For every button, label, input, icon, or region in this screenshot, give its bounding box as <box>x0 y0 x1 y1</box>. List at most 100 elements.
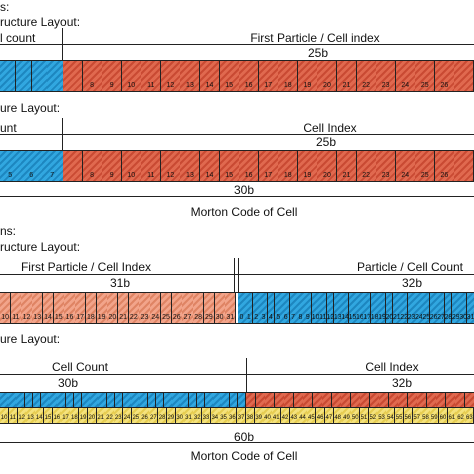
bit-cell <box>265 393 275 408</box>
bit-cell: 15 <box>219 151 240 181</box>
section4-upper-bit-row <box>0 392 474 408</box>
section3-left-label: First Particle / Cell Index <box>20 260 152 274</box>
bit-cell <box>360 393 370 408</box>
section4-total-bits: 60b <box>233 430 255 444</box>
bit-cell: 10 <box>0 408 10 423</box>
bit-index-label: 17 <box>363 314 372 321</box>
bit-cell: 26 <box>171 293 183 323</box>
bit-cell: 9 <box>102 151 123 181</box>
bit-cell: 16 <box>64 293 76 323</box>
bit-index-label: 24 <box>151 314 160 321</box>
bit-cell: 14 <box>35 408 45 423</box>
bit-index-label: 27 <box>150 415 157 421</box>
bit-index-label: 10 <box>1 314 9 321</box>
bit-index-label: 25 <box>132 415 140 421</box>
bit-index-label: 31 <box>226 314 235 321</box>
bit-index-label: 16 <box>244 82 253 89</box>
bit-index-label: 18 <box>283 82 292 89</box>
bit-index-label: 15 <box>54 314 63 321</box>
bit-index-label: 10 <box>311 314 320 321</box>
bit-cell <box>350 393 361 408</box>
bit-index-label: 25 <box>162 314 170 321</box>
bit-index-label: 21 <box>342 82 351 89</box>
bit-cell: 60 <box>438 408 449 423</box>
section3-divider-b <box>238 258 239 292</box>
bit-cell: 39 <box>254 408 264 423</box>
bit-index-label: 52 <box>369 415 377 421</box>
bit-cell: 56 <box>403 408 414 423</box>
bit-cell: 21 <box>118 293 130 323</box>
section1-right-label: First Particle / Cell index <box>250 31 380 45</box>
section2-total-line <box>0 196 474 197</box>
section4-right-label: Cell Index <box>365 360 419 374</box>
bit-cell <box>255 393 266 408</box>
bit-cell: 14 <box>200 151 221 181</box>
bit-cell: 15 <box>43 408 54 423</box>
bit-cell <box>369 393 380 408</box>
bit-cell <box>47 61 64 91</box>
bit-cell: 38 <box>245 408 256 423</box>
bit-cell: 37 <box>237 408 247 423</box>
bit-index-label: 30 <box>459 314 468 321</box>
bit-index-label: 26 <box>440 82 449 89</box>
bit-index-label: 14 <box>205 172 214 179</box>
bit-index-label: 56 <box>404 415 412 421</box>
section1-label-line <box>0 44 474 45</box>
section1-left-label: l count <box>0 31 36 45</box>
bit-cell: 22 <box>356 151 377 181</box>
bit-cell: 63 <box>465 408 474 423</box>
bit-index-label: 6 <box>29 172 34 179</box>
bit-cell: 16 <box>239 151 260 181</box>
bit-index-label: 38 <box>246 415 254 421</box>
bit-cell: 20 <box>317 151 338 181</box>
section4-label-line <box>0 374 474 375</box>
bit-cell: 17 <box>258 61 279 91</box>
bit-index-label: 61 <box>448 415 456 421</box>
bit-index-label: 6 <box>283 314 288 321</box>
bit-index-label: 13 <box>333 314 342 321</box>
bit-cell <box>388 393 399 408</box>
bit-cell: 23 <box>376 61 397 91</box>
bit-cell: 6 <box>21 151 43 181</box>
bit-cell <box>341 393 351 408</box>
bit-cell: 16 <box>239 61 260 91</box>
bit-index-label: 23 <box>407 314 416 321</box>
bit-index-label: 34 <box>211 415 219 421</box>
section3-divider-a <box>234 258 235 292</box>
bit-cell: 11 <box>141 61 162 91</box>
bit-index-label: 47 <box>325 415 333 421</box>
bit-cell: 23 <box>114 408 124 423</box>
bit-index-label: 26 <box>172 314 181 321</box>
bit-cell <box>464 393 474 408</box>
bit-index-label: 35 <box>220 415 227 421</box>
bit-index-label: 20 <box>323 82 331 89</box>
bit-index-label: 25 <box>420 82 429 89</box>
bit-cell: 53 <box>377 408 387 423</box>
bit-cell: 31 <box>184 408 194 423</box>
bit-index-label: 18 <box>283 172 292 179</box>
bit-index-label: 28 <box>444 314 453 321</box>
bit-index-label: 25 <box>422 314 431 321</box>
bit-index-label: 14 <box>35 415 43 421</box>
bit-cell: 32 <box>193 408 203 423</box>
bit-cell: 5 <box>0 151 22 181</box>
bit-cell <box>274 393 285 408</box>
bit-cell: 20 <box>107 293 119 323</box>
bit-index-label: 39 <box>255 415 263 421</box>
bit-cell: 10 <box>0 293 12 323</box>
bit-index-label: 17 <box>76 314 85 321</box>
bit-index-label: 19 <box>303 82 312 89</box>
bit-index-label: 23 <box>381 172 390 179</box>
bit-cell <box>426 393 437 408</box>
bit-index-label: 22 <box>106 415 113 421</box>
bit-index-label: 13 <box>186 172 194 179</box>
section2-total-bits: 30b <box>233 183 255 197</box>
bit-cell <box>31 61 48 91</box>
bit-index-label: 17 <box>264 172 273 179</box>
bit-cell: 11 <box>10 293 22 323</box>
bit-cell <box>63 61 84 91</box>
bit-index-label: 21 <box>392 314 401 321</box>
bit-index-label: 59 <box>430 415 438 421</box>
bit-cell <box>398 393 408 408</box>
bit-index-label: 48 <box>334 415 342 421</box>
